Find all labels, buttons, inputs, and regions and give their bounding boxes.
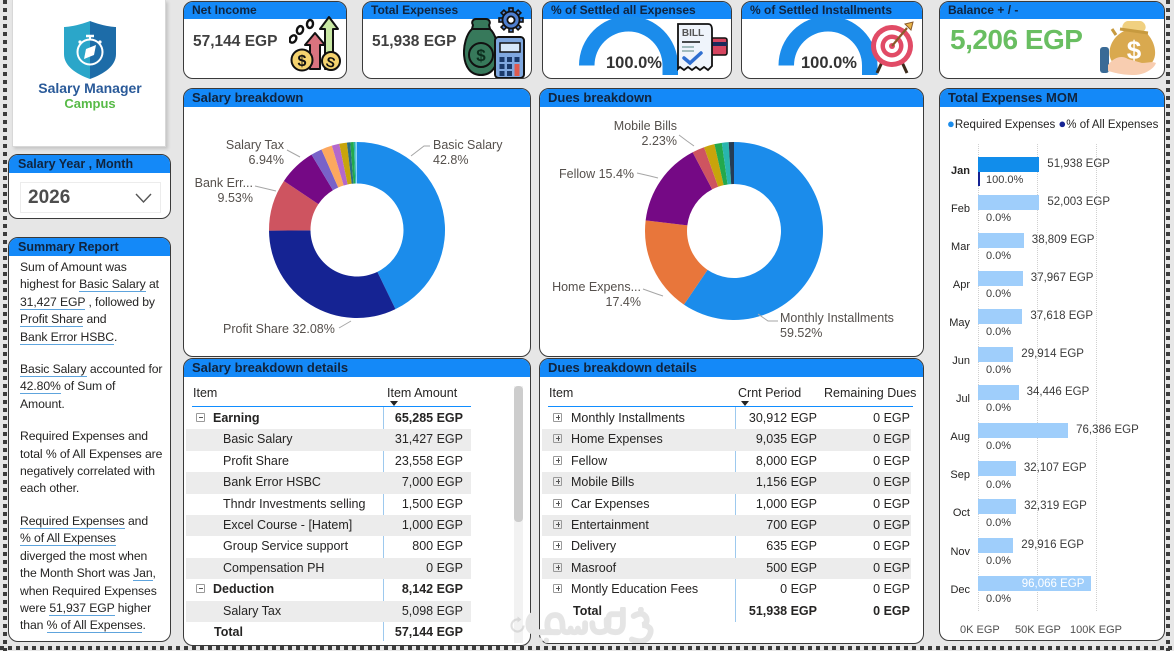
- svg-text:$: $: [1127, 35, 1142, 65]
- svg-text:Salary Manager: Salary Manager: [38, 80, 142, 96]
- svg-text:S: S: [324, 53, 337, 71]
- svg-text:Campus: Campus: [64, 96, 115, 111]
- svg-text:BILL: BILL: [682, 28, 704, 39]
- svg-text:$: $: [476, 46, 486, 65]
- svg-text:$: $: [298, 53, 307, 70]
